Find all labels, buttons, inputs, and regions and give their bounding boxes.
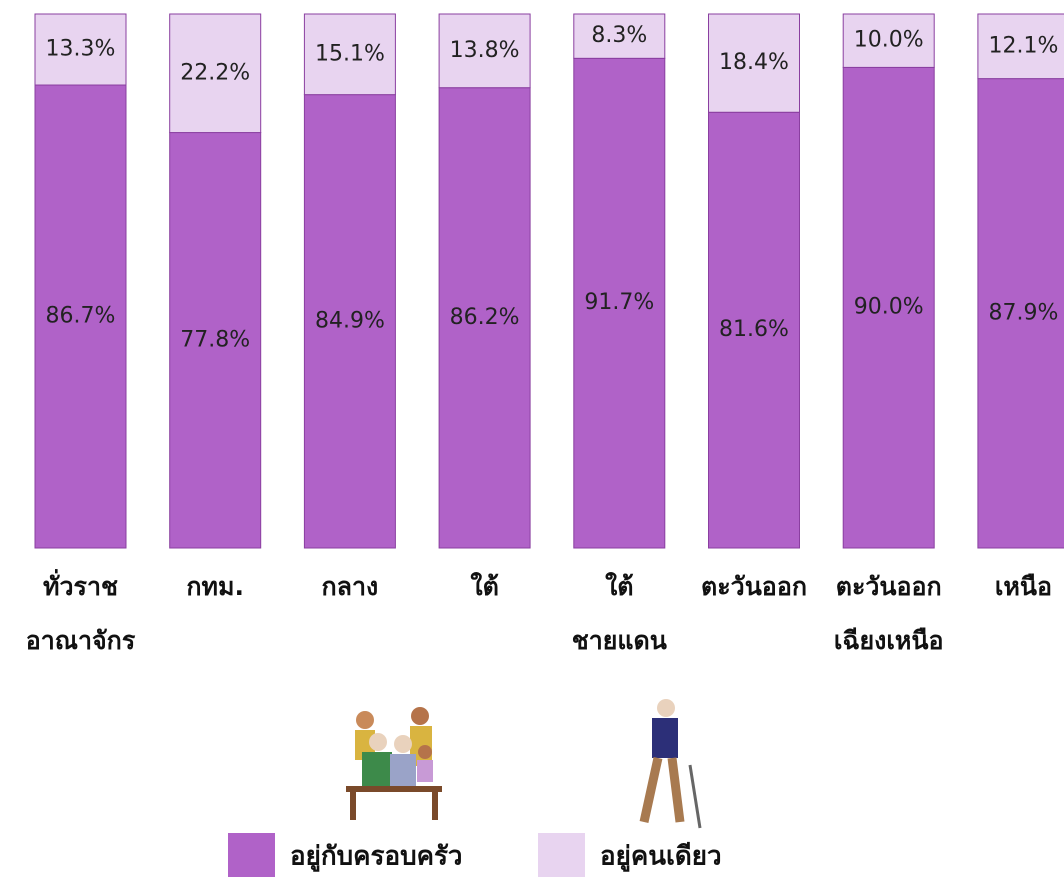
x-tick-label: ตะวันออก xyxy=(836,572,942,601)
bar-segment xyxy=(438,87,531,549)
value-label: 81.6% xyxy=(719,317,789,342)
x-tick-label: เฉียงเหนือ xyxy=(834,626,944,655)
value-label: 13.8% xyxy=(450,38,520,63)
x-tick-label: ใต้ xyxy=(470,571,498,601)
bar-segment xyxy=(34,84,127,549)
bar-segment xyxy=(573,13,666,59)
x-tick-label: กทม. xyxy=(186,572,244,601)
value-label: 86.2% xyxy=(450,305,520,330)
value-label: 77.8% xyxy=(180,327,250,352)
bar-segment xyxy=(169,132,262,549)
bar-segment xyxy=(842,13,935,68)
bar-segment xyxy=(34,13,127,86)
bar-segment xyxy=(977,13,1064,80)
x-tick-label: อาณาจักร xyxy=(26,626,136,655)
value-label: 86.7% xyxy=(46,304,116,329)
value-label: 13.3% xyxy=(46,37,116,62)
x-tick-label: ตะวันออก xyxy=(701,572,807,601)
x-tick-label: เหนือ xyxy=(995,572,1052,601)
bar-segment xyxy=(303,13,396,96)
family-icon xyxy=(346,707,442,820)
x-tick-label: ชายแดน xyxy=(572,626,667,655)
bar-segment xyxy=(169,13,262,134)
x-tick-label: ทั่วราช xyxy=(43,569,118,601)
bar-segment xyxy=(977,78,1064,549)
x-tick-label: กลาง xyxy=(322,572,379,601)
value-label: 87.9% xyxy=(988,300,1058,325)
bar-segment xyxy=(438,13,531,89)
legend-swatch xyxy=(538,833,585,877)
value-label: 15.1% xyxy=(315,41,385,66)
legend-label: อยู่คนเดียว xyxy=(600,842,722,873)
value-label: 18.4% xyxy=(719,50,789,75)
bar-segment xyxy=(708,13,800,113)
legend-label: อยู่กับครอบครัว xyxy=(290,842,463,873)
x-tick-label: ใต้ xyxy=(605,571,633,601)
value-label: 84.9% xyxy=(315,308,385,333)
elder-icon xyxy=(639,699,702,829)
value-label: 12.1% xyxy=(988,33,1058,58)
value-label: 10.0% xyxy=(854,28,924,53)
value-label: 8.3% xyxy=(591,23,647,48)
legend-swatch xyxy=(228,833,275,877)
bar-segment xyxy=(573,57,666,549)
bar-segment xyxy=(842,66,935,549)
value-label: 22.2% xyxy=(180,60,250,85)
value-label: 90.0% xyxy=(854,295,924,320)
value-label: 91.7% xyxy=(584,290,654,315)
